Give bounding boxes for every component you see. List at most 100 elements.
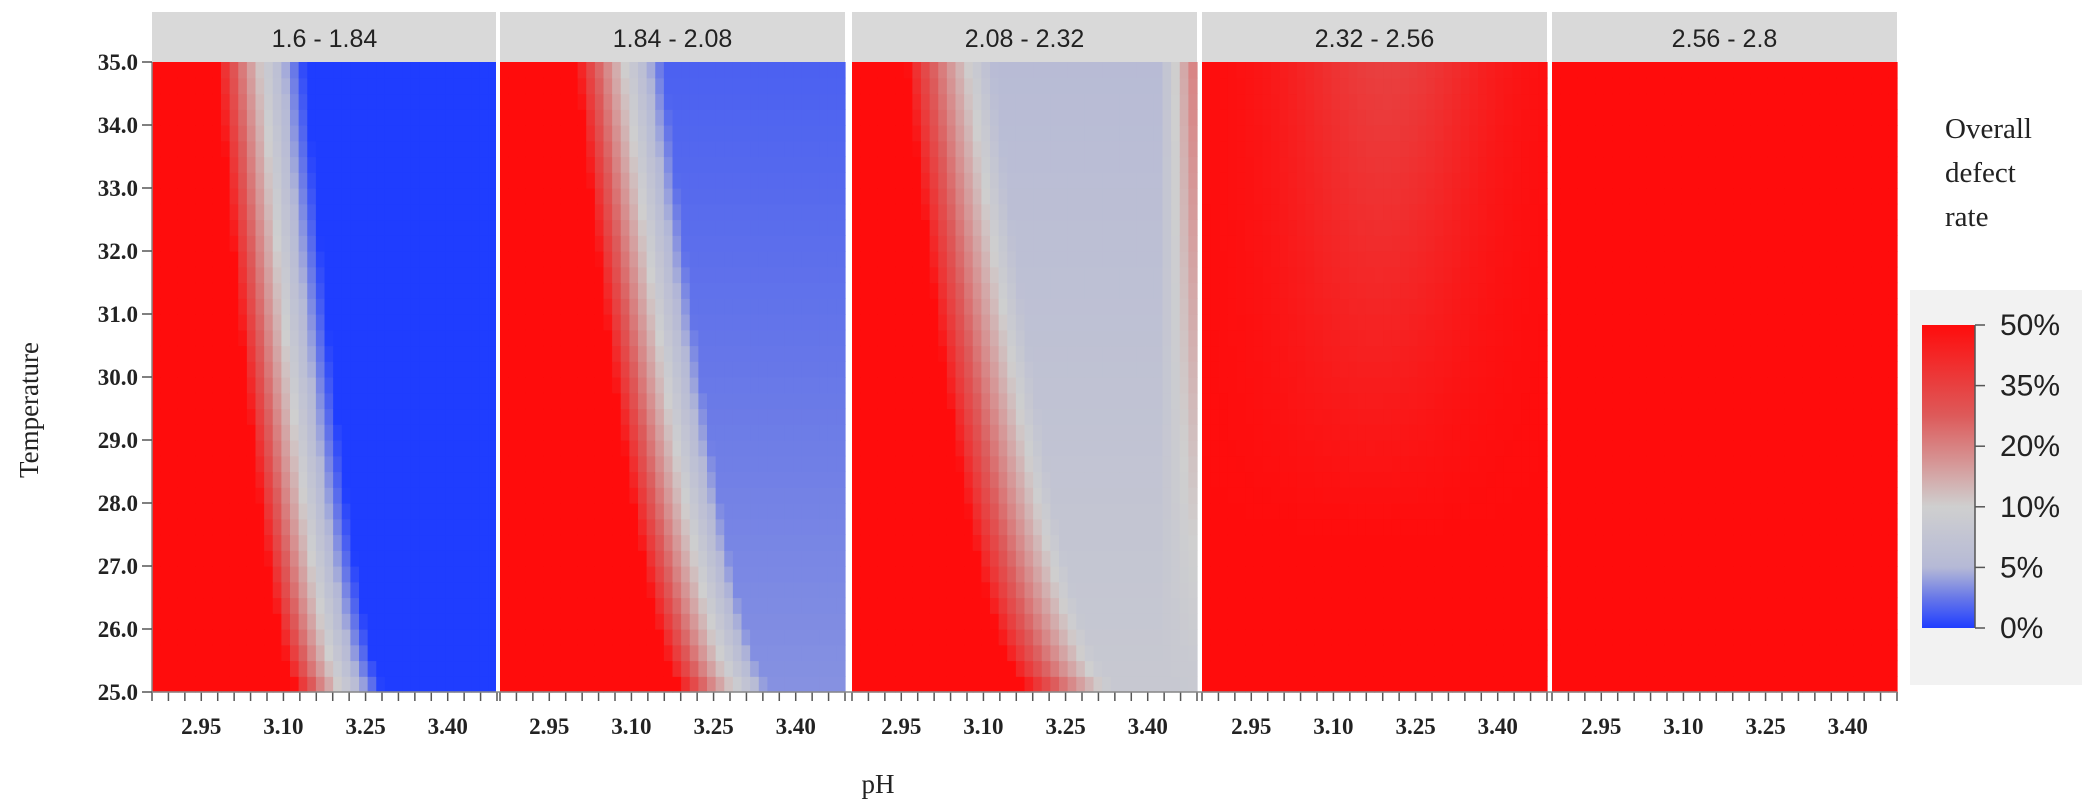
heatmap-cell [1076,581,1086,599]
heatmap-cell [186,550,196,567]
heatmap-cell [732,629,743,646]
heatmap-cell [560,140,570,158]
heatmap-cell [1136,282,1146,299]
heatmap-cell [1033,329,1043,347]
heatmap-cell [767,329,777,347]
heatmap-cell [1084,644,1095,662]
heatmap-cell [946,298,957,315]
heatmap-cell [1179,62,1189,79]
heatmap-cell [212,644,222,662]
heatmap-cell [750,613,760,630]
heatmap-cell [1024,298,1034,315]
heatmap-cell [793,329,803,347]
heatmap-cell [655,550,665,567]
heatmap-cell [1015,329,1026,347]
heatmap-cell [177,282,188,299]
heatmap-cell [229,440,239,457]
heatmap-cell [972,314,982,331]
heatmap-cell [410,566,420,583]
heatmap-cell [384,534,395,551]
heatmap-cell [177,644,188,662]
heatmap-cell [169,345,179,362]
heatmap-cell [1179,109,1189,126]
heatmap-cell [281,534,291,551]
heatmap-cell [964,471,974,488]
heatmap-cell [1210,329,1220,347]
heatmap-cell [594,613,605,630]
heatmap-cell [732,156,743,173]
heatmap-cell [603,298,613,315]
heatmap-cell [886,156,896,173]
heatmap-cell [569,188,579,205]
heatmap-cell [1102,77,1112,95]
heatmap-cell [1093,266,1103,284]
heatmap-cell [698,109,708,126]
heatmap-cell [264,282,274,299]
heatmap-cell [508,550,518,567]
heatmap-cell [1033,298,1043,315]
heatmap-cell [612,298,622,315]
heatmap-cell [646,140,656,158]
heatmap-cell [1162,361,1172,378]
heatmap-cell [517,471,527,488]
heatmap-cell [715,377,725,394]
heatmap-cell [1024,140,1034,158]
heatmap-cell [1202,203,1212,221]
heatmap-cell [177,188,188,205]
heatmap-cell [938,282,948,299]
heatmap-cell [1024,156,1034,173]
heatmap-cell [1153,566,1164,583]
heatmap-cell [1128,282,1138,299]
heatmap-cell [551,503,561,520]
heatmap-cell [264,235,274,252]
heatmap-cell [1171,377,1181,394]
heatmap-cell [525,188,536,205]
heatmap-cell [869,471,879,488]
heatmap-cell [655,503,665,520]
heatmap-cell [1110,566,1120,583]
heatmap-cell [946,550,957,567]
heatmap-cell [836,251,846,268]
heatmap-cell [281,172,291,189]
heatmap-cell [1171,77,1181,95]
heatmap-cell [410,219,420,236]
heatmap-cell [471,629,481,646]
heatmap-cell [1153,109,1164,126]
heatmap-cell [508,408,518,425]
heatmap-cell [1050,314,1060,331]
heatmap-cell [246,613,257,630]
heatmap-cell [384,613,395,630]
heatmap-cell [810,660,820,677]
heatmap-cell [264,455,274,473]
heatmap-cell [177,345,188,362]
heatmap-cell [203,613,213,630]
heatmap-cell [620,251,630,268]
heatmap-cell [1119,298,1129,315]
heatmap-cell [638,550,648,567]
heatmap-cell [1067,424,1077,441]
heatmap-cell [1219,361,1229,378]
heatmap-cell [612,660,622,677]
heatmap-cell [603,518,613,536]
heatmap-cell [462,125,472,142]
heatmap-cell [776,613,786,630]
heatmap-cell [912,534,922,551]
heatmap-cell [508,329,518,347]
heatmap-cell [921,188,931,205]
heatmap-cell [384,660,395,677]
heatmap-cell [402,266,412,284]
heatmap-cell [1033,266,1043,284]
heatmap-cell [663,424,674,441]
heatmap-cell [972,109,982,126]
heatmap-cell [479,77,489,95]
heatmap-cell [972,629,982,646]
heatmap-cell [1145,676,1155,693]
heatmap-cell [1219,392,1229,410]
heatmap-cell [1041,550,1051,567]
heatmap-cell [160,581,170,599]
heatmap-cell [229,266,239,284]
heatmap-cell [436,188,446,205]
heatmap-cell [869,644,879,662]
heatmap-cell [436,266,446,284]
heatmap-cell [560,77,570,95]
